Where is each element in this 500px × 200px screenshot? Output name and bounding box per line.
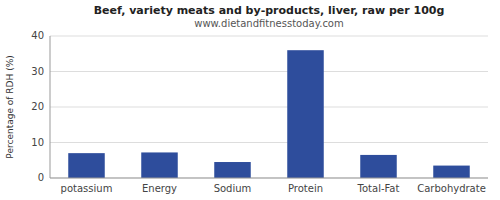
y-axis-line — [50, 36, 51, 178]
x-tick-label: Sodium — [214, 183, 252, 194]
y-tick-label: 10 — [31, 137, 44, 148]
y-tick-label: 20 — [31, 101, 44, 112]
grid-line — [50, 71, 488, 72]
bar — [141, 152, 178, 178]
bar — [360, 155, 397, 178]
y-axis: 0 10 20 30 40 — [31, 30, 44, 183]
grid-line — [50, 36, 488, 37]
y-grid — [50, 36, 488, 178]
x-tick-label: Carbohydrate — [417, 183, 486, 194]
grid-line — [50, 107, 488, 108]
chart-container: Beef, variety meats and by-products, liv… — [0, 0, 500, 200]
x-tick-label: Protein — [288, 183, 323, 194]
bar — [433, 166, 470, 178]
grid-line — [50, 178, 488, 179]
bar — [287, 50, 324, 178]
x-axis: potassium Energy Sodium Protein Total-Fat Car… — [61, 183, 486, 194]
y-axis-label: Percentage of RDH (%) — [5, 55, 15, 158]
bar — [68, 153, 105, 178]
grid-line — [50, 142, 488, 143]
chart-svg: Beef, variety meats and by-products, liv… — [0, 0, 500, 200]
x-tick-label: Total-Fat — [357, 183, 400, 194]
x-axis-line — [50, 178, 488, 179]
y-tick-label: 30 — [31, 66, 44, 77]
bars — [68, 50, 470, 178]
x-tick-label: potassium — [61, 183, 113, 194]
y-tick-label: 0 — [38, 172, 44, 183]
title: Beef, variety meats and by-products, liv… — [94, 4, 445, 17]
subtitle: www.dietandfitnesstoday.com — [194, 18, 343, 29]
bar — [214, 162, 251, 178]
y-tick-label: 40 — [31, 30, 44, 41]
x-tick-label: Energy — [142, 183, 177, 194]
